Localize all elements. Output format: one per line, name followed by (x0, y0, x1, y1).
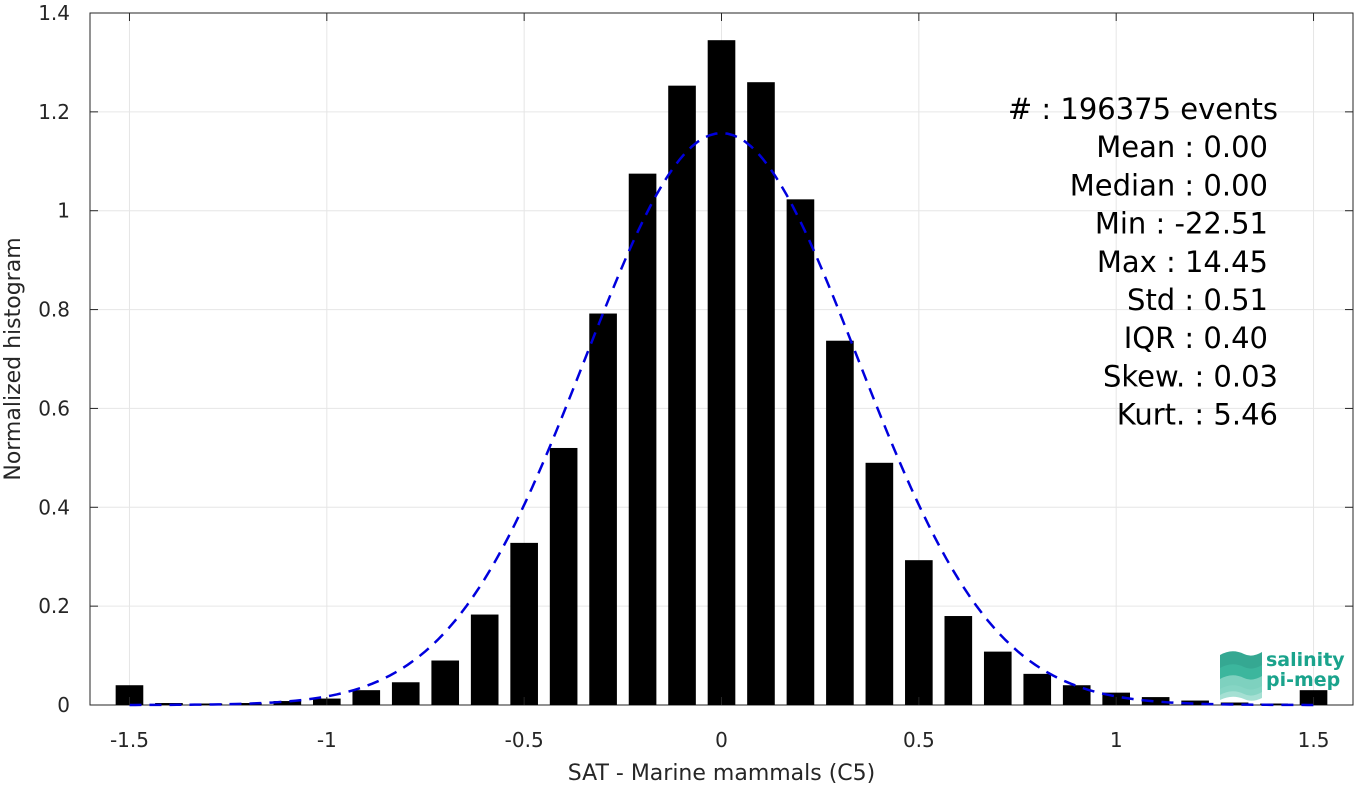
x-tick-label: -0.5 (505, 728, 544, 752)
y-tick-label: 0.4 (38, 495, 70, 519)
y-tick-label: 1.4 (38, 1, 70, 25)
histogram-bar (431, 660, 460, 705)
y-tick-labels: 0 0.2 0.4 0.6 0.8 1 1.2 1.4 (38, 1, 70, 717)
x-tick-label: 0.5 (903, 728, 935, 752)
histogram-bar (589, 313, 617, 705)
x-tick-label: 0 (715, 728, 728, 752)
histogram-bar (115, 685, 144, 705)
x-tick-label: -1.5 (110, 728, 149, 752)
stat-line: # : 196375 events (1008, 92, 1278, 126)
histogram-bar (549, 447, 578, 705)
histogram-bar (1181, 700, 1209, 705)
stat-line: Kurt. : 5.46 (1117, 398, 1278, 432)
stats-annotation: # : 196375 events Mean : 0.00 Median : 0.0… (1008, 92, 1278, 432)
histogram-bar (391, 682, 420, 705)
y-axis-label: Normalized histogram (1, 237, 26, 480)
histogram-bar (510, 542, 538, 705)
histogram-bar (352, 690, 381, 705)
stat-line: Min : -22.51 (1095, 207, 1268, 241)
stat-line: Max : 14.45 (1097, 245, 1268, 279)
y-tick-label: 0.8 (38, 298, 70, 322)
stat-line: IQR : 0.40 (1124, 321, 1268, 355)
histogram-bar (865, 462, 894, 705)
y-tick-label: 0.2 (38, 594, 70, 618)
x-tick-label: 1.5 (1298, 728, 1330, 752)
histogram-bar (470, 614, 499, 705)
y-tick-label: 0.6 (38, 396, 70, 420)
y-tick-label: 1 (57, 199, 70, 223)
histogram-bar (983, 651, 1012, 705)
histogram-bar (234, 703, 262, 705)
histogram-bar (707, 40, 736, 705)
histogram-bar (747, 82, 775, 705)
histogram-bar (944, 616, 973, 705)
histogram-bar (826, 340, 854, 705)
x-tick-label: 1 (1110, 728, 1123, 752)
axis-ticks (90, 12, 1353, 706)
logo-wave-icon (1220, 651, 1262, 701)
histogram-bar (1141, 697, 1170, 705)
x-tick-label: -1 (317, 728, 337, 752)
y-tick-label: 0 (57, 693, 70, 717)
stat-line: Median : 0.00 (1070, 168, 1268, 202)
histogram-bar (273, 701, 302, 705)
logo-text-line2: pi-mep (1266, 669, 1340, 691)
histogram-bar (194, 703, 223, 705)
stat-line: Std : 0.51 (1127, 283, 1268, 317)
histogram-bar (1023, 673, 1052, 705)
histogram-bars (115, 40, 1328, 706)
histogram-bar (1062, 685, 1091, 705)
stat-line: Skew. : 0.03 (1103, 359, 1278, 393)
x-tick-labels: -1.5 -1 -0.5 0 0.5 1 1.5 (110, 728, 1329, 752)
histogram-bar (1220, 702, 1249, 705)
histogram-bar (1260, 703, 1288, 705)
stat-line: Mean : 0.00 (1096, 130, 1268, 164)
logo-text-line1: salinity (1266, 649, 1345, 671)
histogram-bar (786, 199, 815, 706)
histogram-bar (905, 560, 933, 705)
y-tick-label: 1.2 (38, 100, 70, 124)
salinity-pi-mep-logo: salinity pi-mep (1220, 649, 1345, 701)
histogram-bar (668, 85, 696, 705)
histogram-bar (628, 173, 657, 706)
histogram-bar (155, 703, 183, 705)
x-axis-label: SAT - Marine mammals (C5) (568, 761, 876, 785)
